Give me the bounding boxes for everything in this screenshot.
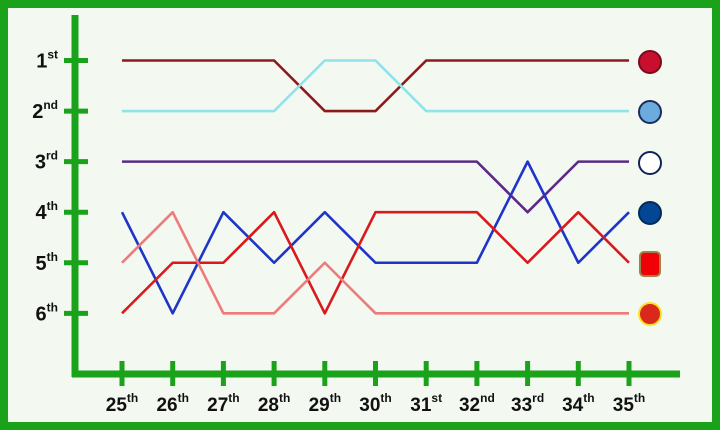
series-line: [121, 210, 629, 315]
x-tick-label: 26th: [156, 391, 188, 416]
club-badges: [638, 50, 662, 326]
y-tick-label: 6th: [36, 300, 58, 325]
badge: [638, 100, 662, 124]
x-tick-label: 31st: [410, 391, 442, 416]
badge: [638, 302, 662, 326]
x-tick-label: 34th: [562, 391, 594, 416]
x-tick-label: 29th: [309, 391, 341, 416]
y-tick-label: 2nd: [32, 98, 58, 123]
series-lines: [120, 59, 630, 315]
badge: [638, 50, 662, 74]
x-tick-label: 35th: [613, 391, 645, 416]
x-tick-label: 33rd: [511, 391, 544, 416]
badge: [639, 251, 661, 277]
y-tick-label: 1st: [36, 48, 58, 73]
badge: [638, 201, 662, 225]
y-tick-label: 5th: [36, 250, 58, 275]
x-tick-label: 30th: [359, 391, 391, 416]
x-tick-label: 25th: [106, 391, 138, 416]
x-tick-label: 32nd: [459, 391, 495, 416]
series-line: [122, 59, 629, 113]
x-tick-label: 28th: [258, 391, 290, 416]
y-tick-label: 3rd: [35, 149, 58, 174]
series-line: [120, 160, 630, 315]
series-line: [122, 59, 629, 113]
series-line: [121, 210, 630, 315]
badge: [638, 151, 662, 175]
y-tick-label: 4th: [36, 199, 58, 224]
x-tick-label: 27th: [207, 391, 239, 416]
